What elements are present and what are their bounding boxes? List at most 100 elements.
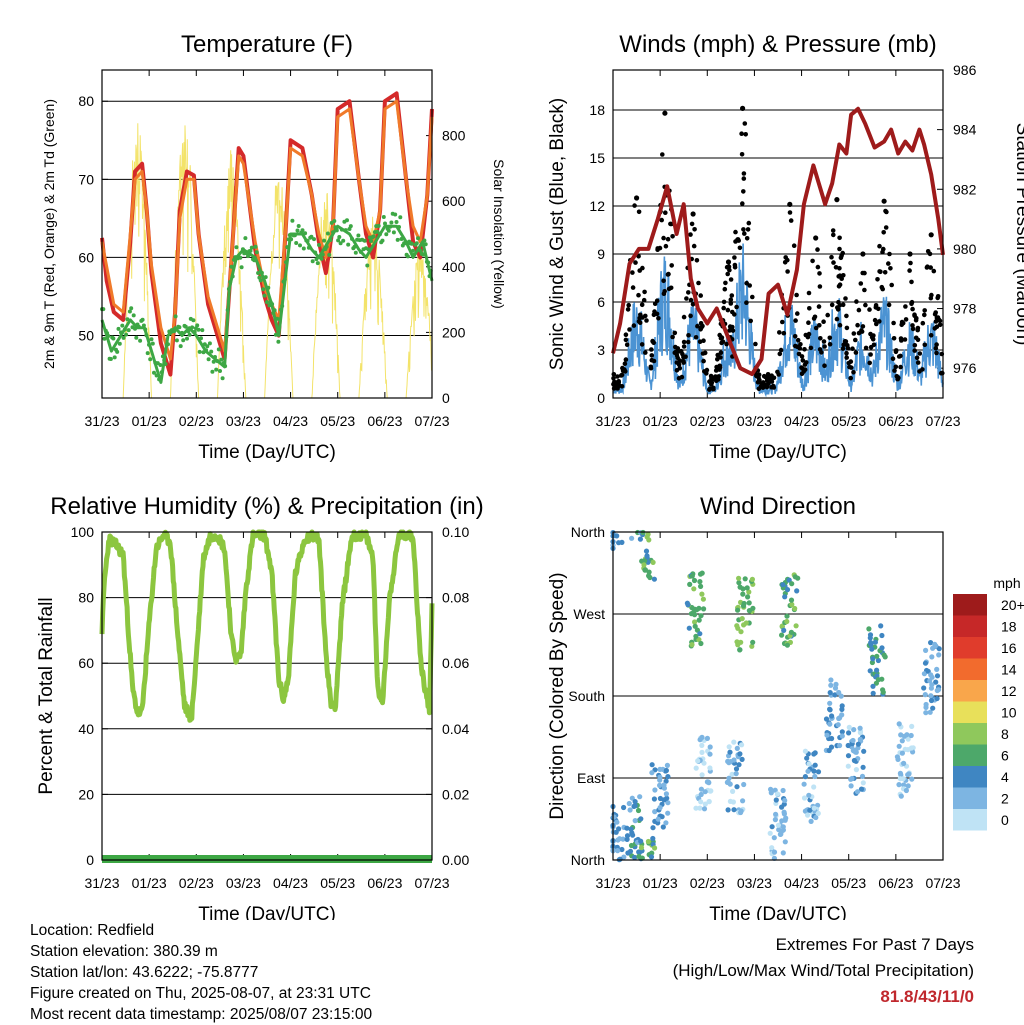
wdir-point [854,789,861,795]
wdir-point [905,747,911,753]
temp-dewpoint-point [224,334,229,339]
winds-gust-point [909,301,914,307]
temp-dewpoint-point [306,245,311,250]
wdir-point [780,787,786,794]
wdir-point [826,747,832,754]
wdir-point [651,576,658,582]
winds-gust-point [892,368,897,373]
winds-gust-point [788,218,794,223]
rh-ytick-label: 100 [71,524,95,540]
temp-y2tick-label: 400 [442,259,466,275]
wdir-point [771,835,777,841]
wdir-legend-label: 2 [1001,791,1009,807]
wdir-point [878,623,884,629]
temp-dewpoint-point [292,233,297,238]
temp-dewpoint-point [391,230,396,235]
wdir-point [665,774,671,780]
wdir-point [693,633,699,639]
wdir-legend-label: 10 [1001,705,1017,721]
winds-gust-point [700,323,705,329]
wdir-legend-swatch [953,809,987,831]
figure-panels: Temperature (F) Time (Day/UTC) 2m & 9m T (… [36,31,1024,920]
temp-xtick-label: 05/23 [320,413,355,429]
wdir-point [922,692,928,698]
wdir-point [771,849,778,855]
wdir-point [695,758,701,764]
rh-xtick-label: 06/23 [367,875,402,891]
temp-dewpoint-point [199,336,203,341]
winds-gust-point [691,243,697,249]
wdir-point [882,654,888,660]
winds-gust-point [676,362,682,367]
winds-gust-point [663,243,669,249]
temp-ylabel: 2m & 9m T (Red, Orange) & 2m Td (Green) [41,99,57,369]
temp-dewpoint-point [386,228,391,233]
winds-gust-point [831,232,836,238]
temp-dewpoint-point [207,341,212,346]
temp-dewpoint-point [303,231,308,236]
wdir-point [697,579,703,585]
winds-gust-point [716,374,721,379]
wdir-point [929,654,935,660]
wdir-legend-swatch [953,787,987,809]
station-info: Location: Redfield Station elevation: 38… [30,920,372,1025]
winds-gust-point [940,370,945,376]
wdir-point [870,683,876,689]
wdir-point [905,736,911,742]
winds-gust-point [686,290,691,295]
rh-y2tick-label: 0.10 [442,524,469,540]
wdir-point [648,854,655,860]
wdir-point [869,646,875,652]
rh-y2tick-label: 0.02 [442,786,469,802]
temp-dewpoint-point [149,337,154,342]
wdir-point [698,613,704,619]
winds-gust-point [639,342,645,347]
wdir-point [746,589,752,595]
wdir-point [910,749,916,755]
winds-gust-point [903,317,909,322]
winds-y2tick-label: 976 [953,360,977,376]
wdir-point [789,601,795,608]
wdir-point [707,751,713,757]
wdir-point [850,737,856,744]
rh-xtick-label: 05/23 [320,875,355,891]
temp-dewpoint-point [298,243,302,248]
figure-created: Figure created on Thu, 2025-08-07, at 23… [30,985,371,1002]
temp-dewpoint-point [204,348,209,353]
wdir-point [823,716,830,722]
winds-gust-point [681,314,687,320]
winds-gust-point [742,121,748,126]
wdir-point [624,825,630,831]
rh-xtick-label: 03/23 [226,875,261,891]
rh-ytick-label: 40 [78,721,94,737]
winds-gust-point [893,364,899,370]
wdir-point [727,781,733,787]
temp-dewpoint-point [300,228,305,233]
winds-y2tick-label: 980 [953,241,977,257]
rh-xtick-label: 07/23 [414,875,449,891]
winds-gust-peak [634,195,640,201]
wdir-point [811,784,817,790]
wdir-point [632,818,638,824]
temp-y2tick-label: 800 [442,128,466,144]
wdir-point [921,685,927,691]
winds-gust-point [873,305,879,310]
wdir-point [691,586,697,592]
wdir-point [903,787,910,794]
winds-gust-point [880,249,885,255]
winds-gust-point [816,304,822,309]
winds-gust-point [833,265,839,270]
wdir-point [855,741,862,747]
temp-dewpoint-point [116,326,121,331]
winds-gust-point [922,342,928,348]
wdir-point [767,830,773,836]
wdir-point [642,558,648,564]
temp-dewpoint-point [258,278,263,283]
temp-y2tick-label: 600 [442,193,466,209]
temp-dewpoint-point [346,242,351,247]
temp-dewpoint-point [163,362,168,366]
winds-gust-point [886,261,891,266]
winds-gust-point [693,335,699,340]
wdir-point [734,784,740,790]
wdir-point [687,581,693,588]
